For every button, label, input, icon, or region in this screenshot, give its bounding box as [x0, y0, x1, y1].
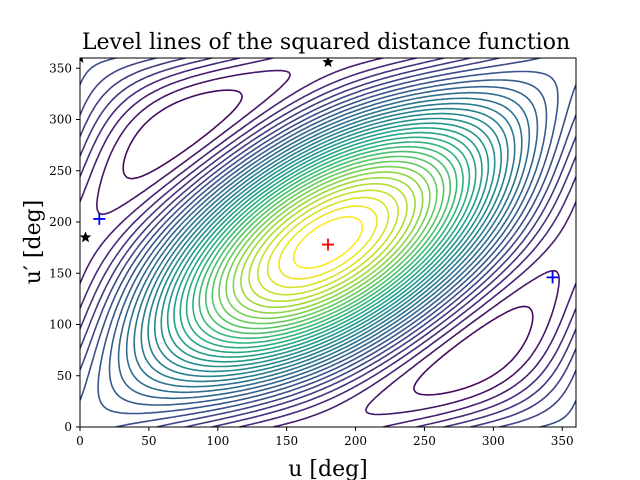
y-axis-ticks: 0 50 100 150 200 250 300 350: [49, 61, 80, 434]
x-tick-label: 250: [413, 434, 436, 448]
contour-level: [185, 136, 471, 349]
contour-level: [173, 127, 483, 358]
y-axis-label: u′ [deg]: [21, 200, 46, 285]
marker-saddle: [80, 231, 92, 243]
y-tick-label: 0: [64, 420, 72, 434]
contour-level: [108, 79, 548, 406]
chart-title: Level lines of the squared distance func…: [82, 30, 570, 55]
x-tick-label: 300: [482, 434, 505, 448]
contour-level: [205, 150, 451, 335]
x-tick-label: 150: [275, 434, 298, 448]
contour-level: [154, 112, 502, 373]
contour-level: [122, 89, 534, 396]
contour-level: [225, 165, 431, 320]
y-tick-label: 100: [49, 318, 72, 332]
y-tick-label: 200: [49, 215, 72, 229]
contour-level: [117, 85, 539, 400]
contour-level: [240, 176, 416, 309]
contour-level: [166, 122, 490, 363]
y-tick-label: 300: [49, 113, 72, 127]
x-axis-label: u [deg]: [288, 457, 368, 480]
x-tick-label: 200: [344, 434, 367, 448]
contour-level: [292, 216, 364, 269]
contour-level: [266, 196, 390, 289]
contour-level: [97, 70, 559, 415]
x-tick-label: 350: [551, 434, 574, 448]
plot-area: [79, 57, 577, 428]
contour-level: [96, 69, 560, 416]
y-tick-label: 50: [57, 369, 72, 383]
marker-saddle: [80, 58, 84, 63]
plot-frame: [79, 57, 577, 428]
contour-level: [160, 117, 496, 368]
marker-saddle: [322, 58, 334, 67]
contour-level: [218, 160, 438, 325]
y-tick-label: 350: [49, 61, 72, 75]
x-tick-label: 0: [76, 434, 84, 448]
contour-level: [278, 205, 378, 280]
contour-level: [257, 189, 399, 296]
contour-level: [147, 107, 509, 378]
contour-level: [211, 155, 445, 330]
marker-minimum: [546, 271, 559, 284]
contour-level: [248, 183, 408, 302]
marker-maximum: [322, 238, 334, 251]
contour-level: [192, 141, 464, 344]
contour-lines: [80, 58, 576, 427]
contour-level: [232, 171, 424, 314]
contour-level: [133, 97, 523, 388]
x-axis-ticks: 0 50 100 150 200 250 300 350: [76, 427, 574, 448]
contour-level: [198, 145, 458, 340]
contour-level: [140, 102, 516, 383]
markers: [80, 58, 559, 284]
x-tick-label: 50: [141, 434, 156, 448]
x-tick-label: 100: [206, 434, 229, 448]
marker-minimum: [93, 212, 106, 225]
y-tick-label: 250: [49, 164, 72, 178]
contour-level: [125, 91, 531, 394]
y-tick-label: 150: [49, 266, 72, 280]
contour-level: [179, 131, 477, 354]
